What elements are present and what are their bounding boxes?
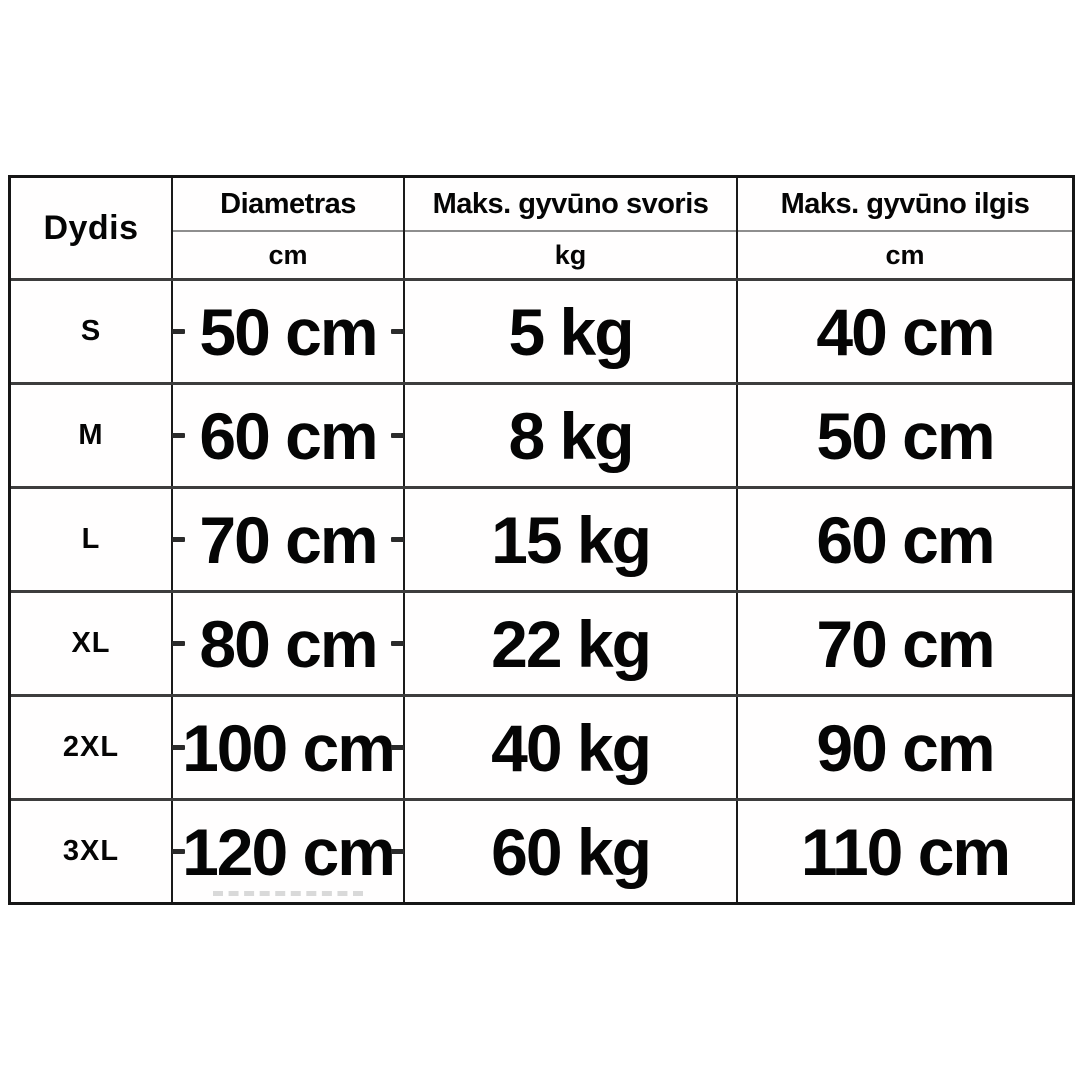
weight-value: 15 kg <box>405 489 738 590</box>
weight-value: 8 kg <box>405 385 738 486</box>
diameter-value: 100 cm <box>172 697 405 798</box>
size-label: S <box>11 281 173 382</box>
size-label: XL <box>11 593 173 694</box>
table-row-3xl: 3XL 120 cm 60 kg 110 cm <box>11 798 1072 902</box>
diameter-value: 60 cm <box>172 385 405 486</box>
length-value: 60 cm <box>738 489 1072 590</box>
diameter-value: 120 cm <box>172 801 405 902</box>
size-label: 3XL <box>11 801 173 902</box>
weight-value: 60 kg <box>405 801 738 902</box>
table-row-2xl: 2XL 100 cm 40 kg 90 cm <box>11 694 1072 798</box>
size-label: L <box>11 489 173 590</box>
header-weight-unit: kg <box>554 239 587 270</box>
diameter-value: 80 cm <box>172 593 405 694</box>
length-value: 40 cm <box>738 281 1072 382</box>
table-row-m: M 60 cm 8 kg 50 cm <box>11 382 1072 486</box>
size-label: M <box>11 385 173 486</box>
header-row: Dydis Diametras cm Maks. gyvūno svoris k… <box>11 178 1072 278</box>
length-value: 110 cm <box>738 801 1072 902</box>
header-size: Dydis <box>11 178 173 278</box>
diameter-value: 70 cm <box>172 489 405 590</box>
header-weight: Maks. gyvūno svoris kg <box>405 178 738 278</box>
header-weight-label: Maks. gyvūno svoris <box>405 178 736 232</box>
header-diameter: Diametras cm <box>173 178 405 278</box>
table-row-xl: XL 80 cm 22 kg 70 cm <box>11 590 1072 694</box>
table-row-l: L 70 cm 15 kg 60 cm <box>11 486 1072 590</box>
diameter-value: 50 cm <box>172 281 405 382</box>
header-length-label: Maks. gyvūno ilgis <box>738 178 1072 232</box>
header-diameter-label: Diametras <box>173 178 403 232</box>
weight-value: 5 kg <box>405 281 738 382</box>
header-length: Maks. gyvūno ilgis cm <box>738 178 1072 278</box>
weight-value: 22 kg <box>405 593 738 694</box>
length-value: 50 cm <box>738 385 1072 486</box>
length-value: 70 cm <box>738 593 1072 694</box>
erased-text-artifact <box>213 891 363 896</box>
size-chart-table: Dydis Diametras cm Maks. gyvūno svoris k… <box>8 175 1075 905</box>
header-diameter-unit: cm <box>268 239 308 270</box>
header-length-unit: cm <box>885 239 925 270</box>
size-label: 2XL <box>11 697 173 798</box>
length-value: 90 cm <box>738 697 1072 798</box>
table-row-s: S 50 cm 5 kg 40 cm <box>11 278 1072 382</box>
weight-value: 40 kg <box>405 697 738 798</box>
